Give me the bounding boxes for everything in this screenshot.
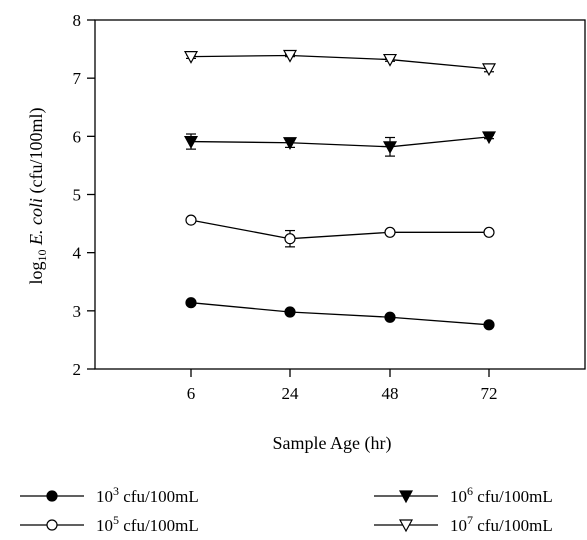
y-tick-label: 5 [73, 186, 82, 205]
y-axis-title-suffix: (cfu/100ml) [26, 108, 47, 194]
x-tick-label: 6 [187, 384, 196, 403]
data-point [382, 53, 398, 67]
data-point [183, 51, 199, 64]
y-axis-title-italic: E. coli [26, 198, 46, 246]
data-point [382, 141, 398, 155]
legend-marker [46, 490, 58, 502]
series-4 [183, 49, 497, 77]
legend-item: 105 cfu/100mL [20, 513, 199, 535]
x-tick-label: 72 [481, 384, 498, 403]
legend-item: 106 cfu/100mL [374, 484, 553, 506]
y-axis-title-subscript: 10 [35, 249, 49, 261]
y-tick-label: 7 [73, 69, 82, 88]
y-tick-label: 8 [73, 11, 82, 30]
data-point [282, 137, 298, 150]
series-line [190, 136, 490, 148]
series-2 [185, 214, 495, 248]
series-line [190, 219, 489, 240]
legend-label: 105 cfu/100mL [96, 513, 199, 535]
legend-label: 107 cfu/100mL [450, 513, 553, 535]
y-tick-label: 4 [73, 244, 82, 263]
legend: 103 cfu/100mL 105 cfu/100mL 106 cfu/100mL 1… [20, 484, 553, 535]
legend-label: 103 cfu/100mL [96, 484, 199, 506]
data-point [384, 311, 396, 323]
series-line [190, 54, 490, 70]
series-1 [185, 297, 495, 331]
y-axis: 2 3 4 5 6 7 8 [73, 11, 95, 379]
series-3 [183, 131, 497, 157]
data-point [384, 226, 396, 238]
x-axis-title: Sample Age (hr) [273, 433, 392, 454]
data-point [481, 63, 497, 77]
legend-item: 103 cfu/100mL [20, 484, 199, 506]
legend-item: 107 cfu/100mL [374, 513, 553, 535]
data-point [185, 297, 197, 309]
data-point [483, 319, 495, 331]
y-tick-label: 2 [73, 360, 82, 379]
y-tick-label: 3 [73, 302, 82, 321]
data-point [282, 49, 298, 63]
y-axis-title: log10 E. coli (cfu/100ml) [26, 108, 49, 285]
plot-frame [94, 19, 586, 370]
y-tick-label: 6 [73, 127, 82, 146]
x-axis: 6 24 48 72 [187, 369, 498, 403]
data-point [183, 135, 199, 149]
series-line [190, 302, 490, 326]
data-point [483, 226, 495, 238]
data-point [284, 306, 296, 318]
legend-marker [398, 490, 414, 504]
data-point [284, 233, 296, 245]
legend-marker [46, 519, 58, 531]
plot-area [94, 19, 586, 370]
legend-label: 106 cfu/100mL [450, 484, 553, 506]
series-layer [183, 49, 497, 331]
legend-marker [398, 519, 414, 533]
x-tick-label: 24 [282, 384, 300, 403]
x-tick-label: 48 [382, 384, 399, 403]
y-axis-title-prefix: log [26, 261, 46, 284]
data-point [481, 131, 497, 145]
data-point [185, 214, 197, 226]
